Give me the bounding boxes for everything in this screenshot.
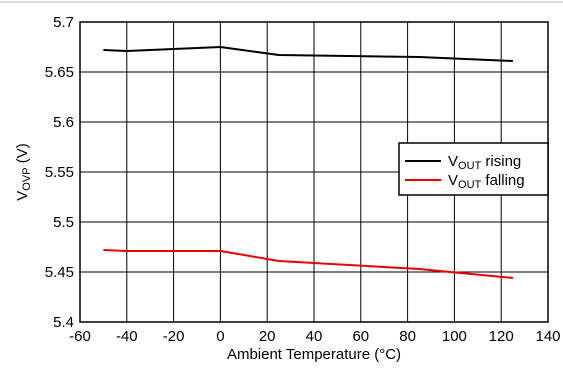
series-line-rising xyxy=(103,46,513,62)
legend-label-rising: VOUT rising xyxy=(448,153,521,172)
x-tick-label: 100 xyxy=(442,328,467,345)
legend-rising-main: V xyxy=(448,153,458,170)
legend-falling-main: V xyxy=(448,172,458,189)
y-tick-label: 5.55 xyxy=(45,164,74,181)
tick-labels: -60 -40 -20 0 20 40 60 80 100 120 140 5.4 5.45 5.5 5.5… xyxy=(45,14,561,345)
legend-label-falling: VOUT falling xyxy=(448,172,525,191)
y-tick-label: 5.7 xyxy=(53,14,74,31)
legend-rising-rest: rising xyxy=(481,153,521,170)
x-tick-label: 20 xyxy=(259,328,276,345)
y-axis-label-unit: (V) xyxy=(14,143,31,167)
y-tick-label: 5.65 xyxy=(45,64,74,81)
x-tick-label: 40 xyxy=(306,328,323,345)
y-tick-label: 5.6 xyxy=(53,114,74,131)
legend-falling-rest: falling xyxy=(481,172,524,189)
legend-box xyxy=(398,142,549,196)
x-tick-label: 80 xyxy=(399,328,416,345)
y-axis-label-main: V xyxy=(14,191,31,201)
series-layer xyxy=(103,46,513,279)
x-tick-label: -20 xyxy=(163,328,185,345)
x-axis-label: Ambient Temperature (°C) xyxy=(227,346,401,363)
y-axis-label: VOVP (V) xyxy=(14,143,33,200)
legend: VOUT rising VOUT falling xyxy=(398,142,549,196)
x-tick-label: -60 xyxy=(69,328,91,345)
legend-rising-subscript: OUT xyxy=(458,160,482,172)
x-tick-label: 140 xyxy=(535,328,560,345)
x-tick-label: 0 xyxy=(216,328,224,345)
y-axis-label-subscript: OVP xyxy=(21,167,33,190)
x-tick-label: 60 xyxy=(352,328,369,345)
legend-falling-subscript: OUT xyxy=(458,179,482,191)
x-tick-label: -40 xyxy=(116,328,138,345)
y-tick-label: 5.4 xyxy=(53,314,74,331)
x-tick-label: 120 xyxy=(489,328,514,345)
y-tick-label: 5.45 xyxy=(45,264,74,281)
series-line-falling xyxy=(103,249,513,279)
y-tick-label: 5.5 xyxy=(53,214,74,231)
